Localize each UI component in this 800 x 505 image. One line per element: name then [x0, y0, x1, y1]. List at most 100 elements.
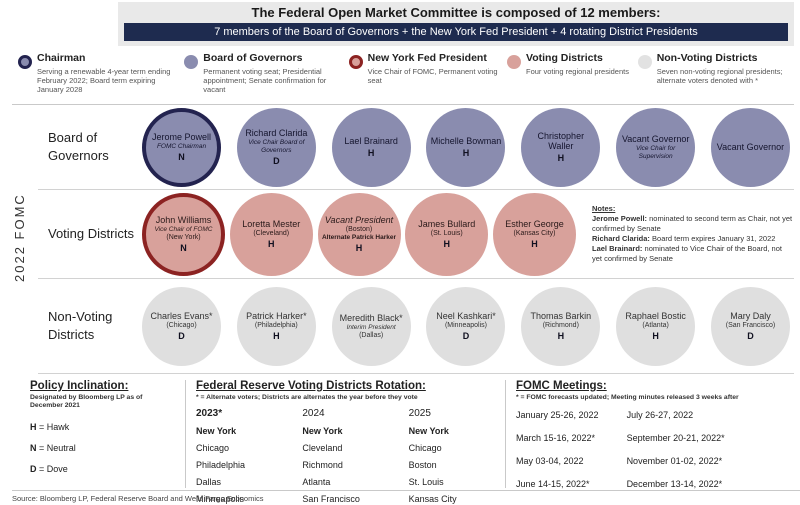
member-jerome-powell: Jerome Powell FOMC Chairman N: [142, 107, 221, 187]
legend-label: Voting Districts: [526, 52, 603, 64]
note-text: Board term expires January 31, 2022: [649, 234, 776, 243]
rotation-city: Boston: [408, 460, 437, 471]
chairman-legend-icon: [18, 55, 32, 69]
member-stance: D: [273, 156, 280, 167]
note-line: Richard Clarida: Board term expires Janu…: [592, 234, 794, 244]
legend-label: New York Fed President: [367, 52, 487, 64]
rotation-panel: Federal Reserve Voting Districts Rotatio…: [186, 380, 506, 504]
member-james-bullard: James Bullard (St. Louis) H: [405, 192, 489, 276]
member-role: Vice Chair of FOMC: [154, 225, 213, 233]
member-name: Richard Clarida: [245, 127, 308, 138]
meeting-date: November 01-02, 2022*: [626, 456, 723, 467]
legend-desc: Seven non-voting regional presidents; al…: [656, 66, 783, 85]
member-name: Meredith Black*: [339, 312, 403, 323]
rotation-city: Dallas: [196, 477, 222, 488]
row-label: Voting Districts: [48, 226, 134, 242]
meetings-note: * = FOMC forecasts updated; Meeting minu…: [516, 394, 739, 401]
member-name: Lael Brainard: [344, 135, 398, 146]
legend: Chairman Serving a renewable 4-year term…: [0, 46, 800, 104]
main-grid: 2022 FOMC Board of Governors Jerome Powe…: [12, 104, 794, 374]
member-stance: H: [355, 243, 363, 254]
rotation-table: 2023* New York Chicago Philadelphia Dall…: [196, 408, 495, 504]
header: The Federal Open Market Committee is com…: [118, 2, 794, 46]
meeting-date: June 14-15, 2022*: [516, 479, 590, 490]
meeting-date: May 03-04, 2022: [516, 456, 584, 467]
member-name: Vacant Governor: [716, 141, 785, 152]
voting-legend-icon: [507, 55, 521, 69]
meeting-date: September 20-21, 2022*: [626, 433, 725, 444]
member-raphael-bostic: Raphael Bostic (Atlanta) H: [616, 286, 696, 366]
member-loretta-mester: Loretta Mester (Cleveland) H: [229, 192, 313, 276]
member-christopher-waller: Christopher Waller H: [521, 107, 601, 187]
policy-key: D: [30, 463, 37, 474]
member-name: Jerome Powell: [151, 131, 212, 142]
member-john-williams: John Williams Vice Chair of FOMC (New Yo…: [142, 192, 225, 276]
member-lael-brainard: Lael Brainard H: [331, 107, 411, 187]
policy-key: N: [30, 442, 37, 453]
member-role: Interim President: [346, 323, 396, 331]
rotation-city: Cleveland: [302, 443, 343, 454]
ny-fed-legend-icon: [348, 55, 363, 69]
meetings-col-1: January 25-26, 2022 March 15-16, 2022* M…: [516, 410, 599, 502]
member-stance: H: [367, 148, 375, 159]
rotation-year: 2025: [408, 408, 431, 420]
member-location: (Cleveland): [253, 230, 290, 238]
member-name: Mary Daly: [730, 310, 771, 321]
member-name: Patrick Harker*: [246, 310, 307, 321]
member-location: (Boston): [345, 226, 373, 234]
rotation-city: Kansas City: [408, 494, 457, 505]
member-location: (Philadelphia): [254, 322, 298, 330]
member-role: Vice Chair Board of Governors: [248, 139, 305, 154]
rotation-year: 2023*: [196, 408, 223, 420]
member-thomas-barkin: Thomas Barkin (Richmond) H: [521, 286, 601, 366]
rotation-city: Minneapolis: [196, 494, 245, 505]
policy-label: = Dove: [39, 463, 68, 474]
member-stance: H: [531, 239, 538, 250]
member-stance: D: [462, 331, 470, 342]
row-label: Non-Voting Districts: [48, 309, 113, 342]
policy-item-neutral: N = Neutral: [30, 443, 175, 453]
legend-label: Board of Governors: [203, 52, 303, 64]
member-location: (St. Louis): [430, 230, 463, 238]
notes-panel: Notes: Jerome Powell: nominated to secon…: [592, 204, 794, 265]
member-stance: H: [462, 148, 470, 159]
legend-item-chairman: Chairman Serving a renewable 4-year term…: [18, 52, 176, 100]
member-location: (San Francisco): [725, 322, 776, 330]
member-stance: H: [652, 331, 659, 342]
member-name: Loretta Mester: [242, 218, 301, 229]
row-nonvoting-districts: Non-Voting Districts Charles Evans* (Chi…: [38, 279, 794, 374]
note-name: Jerome Powell:: [592, 213, 648, 223]
policy-item-hawk: H = Hawk: [30, 422, 175, 432]
rotation-city: Atlanta: [302, 477, 331, 488]
rotation-city: Richmond: [302, 460, 343, 471]
rotation-city: New York: [196, 426, 237, 437]
legend-label: Non-Voting Districts: [656, 52, 758, 64]
meeting-date: December 13-14, 2022*: [626, 479, 723, 490]
member-name: Christopher Waller: [537, 130, 585, 151]
member-name: Vacant Governor: [621, 133, 690, 144]
member-meredith-black: Meredith Black* Interim President (Dalla…: [331, 286, 411, 366]
legend-item-nonvoting: Non-Voting Districts Seven non-voting re…: [637, 52, 794, 100]
member-stance: D: [178, 331, 185, 342]
member-stance: D: [747, 331, 754, 342]
nonvoting-legend-icon: [637, 55, 652, 69]
policy-inclination-panel: Policy Inclination: Designated by Bloomb…: [12, 380, 186, 488]
legend-desc: Vice Chair of FOMC, Permanent voting sea…: [367, 66, 498, 85]
note-name: Lael Brainard:: [592, 244, 643, 254]
note-line: Jerome Powell: nominated to second term …: [592, 214, 794, 234]
governors-legend-icon: [184, 55, 199, 69]
bottom-section: Policy Inclination: Designated by Bloomb…: [12, 374, 794, 504]
legend-item-governors: Board of Governors Permanent voting seat…: [184, 52, 340, 100]
meetings-title: FOMC Meetings:: [516, 380, 607, 392]
member-vacant-governor-supervision: Vacant Governor Vice Chair for Supervisi…: [616, 107, 696, 187]
member-richard-clarida: Richard Clarida Vice Chair Board of Gove…: [236, 107, 316, 187]
member-stance: N: [178, 152, 185, 163]
notes-title: Notes:: [592, 203, 616, 213]
member-name: Thomas Barkin: [530, 310, 592, 321]
legend-item-voting: Voting Districts Four voting regional pr…: [507, 52, 630, 100]
note-text: nominated to Vice Chair of the Board, no…: [592, 244, 782, 264]
rotation-note: * = Alternate voters; Districts are alte…: [196, 394, 418, 401]
page-title: The Federal Open Market Committee is com…: [251, 5, 661, 20]
rotation-column-2023: 2023* New York Chicago Philadelphia Dall…: [196, 408, 282, 504]
